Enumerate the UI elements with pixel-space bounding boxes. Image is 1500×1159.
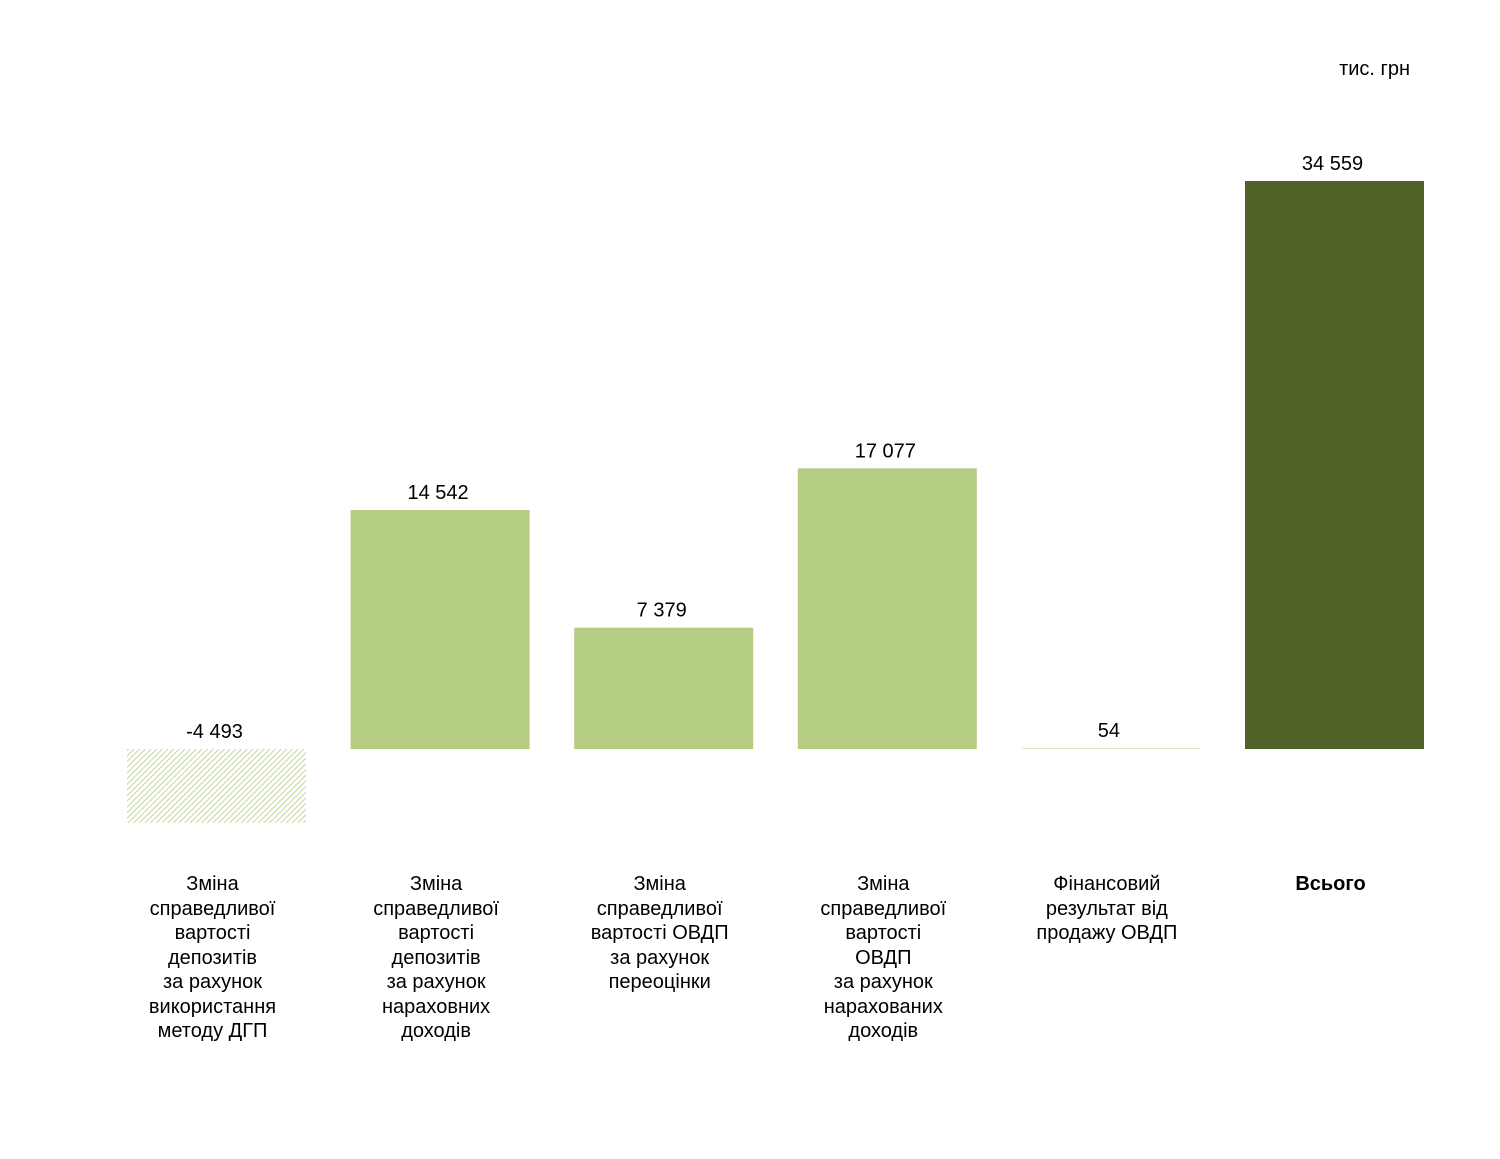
data-label-3: 17 077	[855, 440, 916, 462]
data-label-2: 7 379	[637, 600, 687, 622]
bar-5	[1245, 181, 1424, 749]
bar-3	[797, 468, 977, 749]
data-label-5: 34 559	[1302, 153, 1363, 175]
bar-2	[574, 627, 754, 749]
data-label-0: -4 493	[186, 721, 243, 743]
category-label-0: Зміна справедливої вартості депозитів за…	[148, 873, 277, 1042]
unit-label: тис. грн	[1339, 58, 1410, 80]
bar-0	[127, 749, 306, 823]
category-label-4: Фінансовий результат від продажу ОВДП	[1036, 873, 1178, 944]
category-label-1: Зміна справедливої вартості депозитів за…	[373, 873, 499, 1042]
data-label-4: 54	[1098, 720, 1120, 742]
category-label-2: Зміна справедливої вартості ОВДП за раху…	[590, 873, 729, 993]
category-label-3: Зміна справедливої вартості ОВДП за раху…	[820, 873, 947, 1042]
data-label-1: 14 542	[408, 482, 469, 504]
bar-4	[1021, 748, 1201, 749]
bar-1	[350, 509, 530, 749]
category-label-5: Всього	[1295, 873, 1366, 895]
